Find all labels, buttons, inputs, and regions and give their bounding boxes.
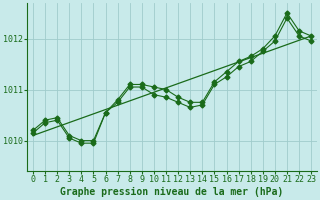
- X-axis label: Graphe pression niveau de la mer (hPa): Graphe pression niveau de la mer (hPa): [60, 187, 284, 197]
